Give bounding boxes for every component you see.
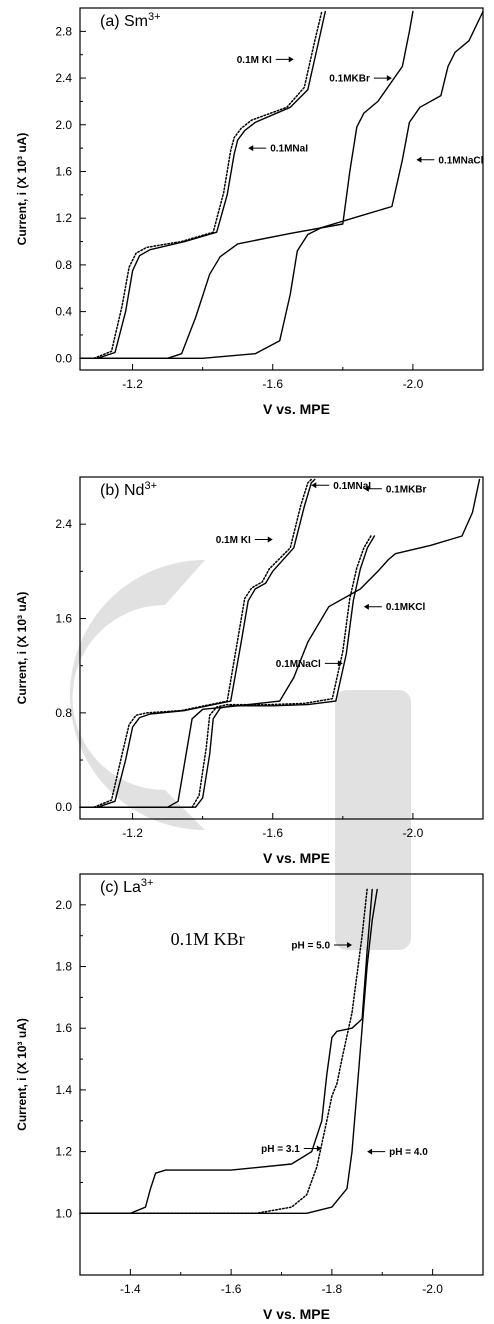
- x-tick-label: -1.2: [122, 377, 143, 391]
- series-line-0-1mnai: [93, 10, 323, 360]
- y-tick-label: 1.6: [55, 612, 72, 626]
- series-line-0-1mkcl: [79, 535, 372, 808]
- plot-frame: [79, 873, 484, 1276]
- x-tick-label: -1.4: [120, 1282, 141, 1296]
- annotation-label: pH = 5.0: [291, 940, 330, 951]
- x-axis-title: V vs. MPE: [263, 1306, 330, 1322]
- panel-title-superscript: 3+: [144, 480, 157, 492]
- annotation: pH = 3.1: [261, 1144, 322, 1155]
- arrow-head: [267, 536, 273, 543]
- arrow-head: [288, 56, 294, 63]
- annotation-label: 0.1M KI: [216, 535, 251, 546]
- x-tick-label: -2.0: [403, 377, 424, 391]
- y-tick-label: 2.0: [55, 118, 72, 132]
- panel-title-superscript: 3+: [141, 877, 154, 889]
- y-tick-label: 0.0: [55, 800, 72, 814]
- series-line-0-1m-ki: [96, 478, 316, 808]
- plot-frame: [79, 7, 484, 371]
- annotation: 0.1MNaCl: [276, 659, 343, 670]
- panel-title-superscript: 3+: [148, 11, 161, 23]
- y-tick-label: 2.4: [55, 517, 72, 531]
- panel-title-main: (b) Nd: [100, 482, 144, 499]
- annotation-label: 0.1MKCl: [386, 602, 426, 613]
- series-line-0-1mnacl: [79, 10, 484, 359]
- series-line-ph-4-0: [79, 888, 378, 1215]
- y-tick-label: 2.8: [55, 24, 72, 38]
- annotation: 0.1MKBr: [363, 484, 427, 495]
- panel-title-main: (c) La: [100, 879, 141, 896]
- y-tick-label: 2.0: [55, 898, 72, 912]
- y-tick-label: 0.8: [55, 706, 72, 720]
- x-axis-title: V vs. MPE: [263, 401, 330, 417]
- series-line-0-1mnai: [93, 478, 313, 808]
- chart-panel-c: 1.0 1.2 1.4 1.6 1.8 2.0 -1.4 -1.6 -1.8 -2.0 (c) La…: [15, 873, 484, 1322]
- inset-label: 0.1M KBr: [171, 929, 245, 949]
- y-axis-title: Current, i (X 10³ uA): [15, 133, 29, 246]
- series-line-0-1mkbr: [79, 478, 481, 808]
- y-tick-label: 1.0: [55, 1206, 72, 1220]
- annotation: 0.1M KI: [237, 55, 294, 66]
- y-axis-title: Current, i (X 10³ uA): [15, 1018, 29, 1131]
- y-tick-label: 0.8: [55, 258, 72, 272]
- y-tick-label: 1.8: [55, 960, 72, 974]
- annotation: 0.1MNaI: [311, 481, 371, 492]
- arrow-head: [347, 941, 353, 948]
- series-line-0-1mkbr: [79, 10, 414, 359]
- arrow-head: [316, 1145, 322, 1152]
- chart-panel-b: 0.0 0.8 1.6 2.4 -1.2 -1.6 -2.0 (b) Nd3+ V vs. MP…: [15, 476, 484, 866]
- annotation: pH = 5.0: [291, 940, 353, 951]
- x-tick-label: -1.2: [122, 826, 143, 840]
- x-tick-label: -2.0: [422, 1282, 443, 1296]
- annotation-label: 0.1MKBr: [386, 484, 427, 495]
- panel-title: (a) Sm3+: [100, 11, 161, 30]
- series-line-0-1mnacl: [79, 535, 376, 808]
- watermark-bar: [335, 690, 411, 950]
- annotation-label: pH = 3.1: [261, 1144, 300, 1155]
- annotation-label: 0.1MNaI: [270, 144, 308, 155]
- annotation-label: pH = 4.0: [389, 1147, 428, 1158]
- y-tick-label: 1.2: [55, 211, 72, 225]
- y-tick-label: 0.4: [55, 305, 72, 319]
- annotation: 0.1MKBr: [329, 74, 392, 85]
- x-tick-label: -1.6: [262, 377, 283, 391]
- arrow-head: [386, 75, 392, 82]
- watermark: [70, 560, 411, 950]
- x-tick-label: -2.0: [403, 826, 424, 840]
- y-tick-label: 1.4: [55, 1083, 72, 1097]
- annotation: 0.1M KI: [216, 535, 273, 546]
- annotation: pH = 4.0: [367, 1147, 428, 1158]
- annotation-label: 0.1MNaCl: [438, 155, 483, 166]
- y-axis-title: Current, i (X 10³ uA): [15, 592, 29, 705]
- panel-title-main: (a) Sm: [100, 13, 148, 30]
- watermark-arc: [70, 560, 205, 830]
- y-tick-label: 0.0: [55, 351, 72, 365]
- annotation-label: 0.1M KI: [237, 55, 272, 66]
- panel-title: (b) Nd3+: [100, 480, 157, 499]
- panel-title: (c) La3+: [100, 877, 153, 896]
- arrow-head: [337, 660, 343, 667]
- series-line-ph-3-1: [79, 888, 373, 1215]
- annotation-label: 0.1MKBr: [329, 74, 370, 85]
- annotation: 0.1MNaI: [248, 144, 308, 155]
- chart-panel-a: 0.0 0.4 0.8 1.2 1.6 2.0 2.4 2.8 -1.2 -1.6 -2.0 (a) …: [15, 7, 484, 417]
- x-tick-label: -1.8: [322, 1282, 343, 1296]
- y-tick-label: 1.6: [55, 1021, 72, 1035]
- y-tick-label: 1.6: [55, 164, 72, 178]
- x-tick-label: -1.6: [221, 1282, 242, 1296]
- y-tick-label: 1.2: [55, 1145, 72, 1159]
- annotation-label: 0.1MNaI: [333, 481, 371, 492]
- x-tick-label: -1.6: [262, 826, 283, 840]
- annotation-label: 0.1MNaCl: [276, 659, 321, 670]
- annotation: 0.1MKCl: [363, 602, 426, 613]
- y-tick-label: 2.4: [55, 71, 72, 85]
- series-line-ph-5-0: [79, 888, 368, 1215]
- annotation: 0.1MNaCl: [416, 155, 484, 166]
- plot-frame: [79, 476, 484, 820]
- x-axis-title: V vs. MPE: [263, 850, 330, 866]
- series-line-0-1m-ki: [96, 10, 326, 359]
